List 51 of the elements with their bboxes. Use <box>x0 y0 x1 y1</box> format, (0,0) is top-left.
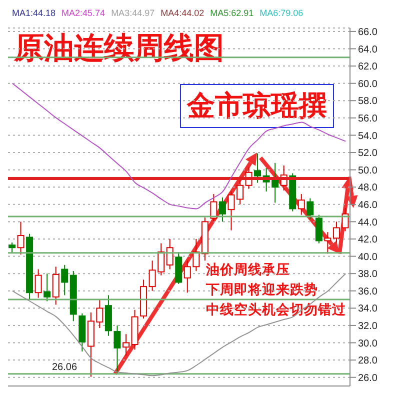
y-tick-label: 38.0 <box>358 269 378 280</box>
candlestick <box>34 268 42 298</box>
candlestick <box>210 194 218 222</box>
candlestick <box>61 264 68 296</box>
y-tick-label: 40.0 <box>358 252 378 263</box>
y-tick-label: 52.0 <box>358 148 378 160</box>
y-tick-label: 46.0 <box>358 200 378 211</box>
candlestick <box>17 221 24 256</box>
candlestick <box>306 198 314 220</box>
candlestick <box>114 324 121 374</box>
y-tick-label: 64.0 <box>358 44 378 56</box>
candlestick <box>236 180 244 205</box>
candlestick <box>218 196 226 222</box>
y-tick-label: 28.0 <box>358 356 378 367</box>
text: MA6:79.06 <box>260 8 304 18</box>
line-series <box>12 82 346 210</box>
y-tick-label: 44.0 <box>358 217 378 228</box>
text: MA3:44.97 <box>111 8 155 18</box>
candlestick <box>52 266 60 306</box>
y-tick-label: 30.0 <box>358 338 378 350</box>
candlestick <box>228 190 235 231</box>
y-tick-label: 66.0 <box>358 27 378 38</box>
y-tick-label: 32.0 <box>358 321 378 332</box>
annotation: 中线空头机会切勿错过 <box>206 301 346 319</box>
annotation: 26.06 <box>52 362 78 373</box>
candlestick <box>315 214 322 244</box>
text: MA4:44.02 <box>160 8 204 18</box>
text: MA1:44.18 <box>12 8 56 18</box>
y-tick-label: 62.0 <box>358 62 378 73</box>
y-tick-label: 58.0 <box>358 96 378 108</box>
text: MA2:45.74 <box>62 8 106 18</box>
y-tick-label: 56.0 <box>358 113 378 124</box>
y-tick-label: 42.0 <box>358 234 378 246</box>
candlestick <box>122 334 130 356</box>
candlestick <box>298 194 305 216</box>
candlestick <box>44 273 51 302</box>
candlestick <box>166 238 174 270</box>
y-tick-label: 36.0 <box>358 286 378 298</box>
annotation: 下周即将迎来跌势 <box>206 281 319 299</box>
annotation: 油价周线承压 <box>206 261 291 279</box>
candlestick <box>8 242 16 254</box>
y-tick-label: 34.0 <box>358 304 378 315</box>
text: MA5:62.91 <box>210 8 254 18</box>
y-tick-label: 48.0 <box>358 182 378 194</box>
y-tick-label: 54.0 <box>358 130 378 142</box>
y-tick-label: 60.0 <box>358 78 378 90</box>
candlestick <box>254 152 262 184</box>
selection-frame: 金市琼瑶撰 <box>180 84 334 128</box>
y-tick-label: 50.0 <box>358 165 378 176</box>
candlestick <box>324 232 332 254</box>
y-tick-label: 26.0 <box>358 372 378 384</box>
